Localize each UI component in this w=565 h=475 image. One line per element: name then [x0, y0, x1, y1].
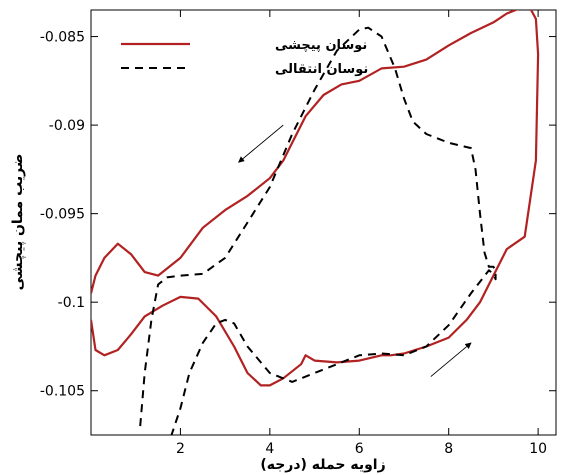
- legend-label-0: نوسان پیچشی: [275, 38, 367, 53]
- annotation-group: [238, 124, 472, 377]
- x-tick-label: 8: [444, 441, 453, 457]
- y-tick-label: -0.1: [58, 295, 85, 311]
- y-tick-label: -0.095: [40, 207, 85, 223]
- x-tick-label: 6: [355, 441, 364, 457]
- y-tick-label: -0.09: [49, 118, 85, 134]
- plot-area: [90, 9, 557, 436]
- x-axis-title: زاویه حمله (درجه): [260, 457, 385, 473]
- legend: نوسان پیچشی نوسان انتقالی: [121, 38, 368, 77]
- x-tick-label: 2: [176, 441, 185, 457]
- legend-label-1: نوسان انتقالی: [275, 62, 368, 77]
- y-tick-label: -0.105: [40, 384, 85, 400]
- axis-ticks: 2 4 6 8 10 -0.085 -0.09 -0.095 -0.1 -0.105: [40, 10, 556, 457]
- direction-arrow-1: [430, 342, 472, 377]
- x-tick-label: 10: [529, 441, 547, 457]
- series-group: [91, 10, 540, 435]
- y-tick-label: -0.085: [40, 30, 85, 46]
- series-line-0: [91, 10, 540, 387]
- series-line-1: [139, 26, 497, 435]
- direction-arrow-0: [238, 124, 284, 163]
- y-axis-title: ضریب ممان پیچشی: [10, 154, 26, 291]
- x-tick-label: 4: [265, 441, 274, 457]
